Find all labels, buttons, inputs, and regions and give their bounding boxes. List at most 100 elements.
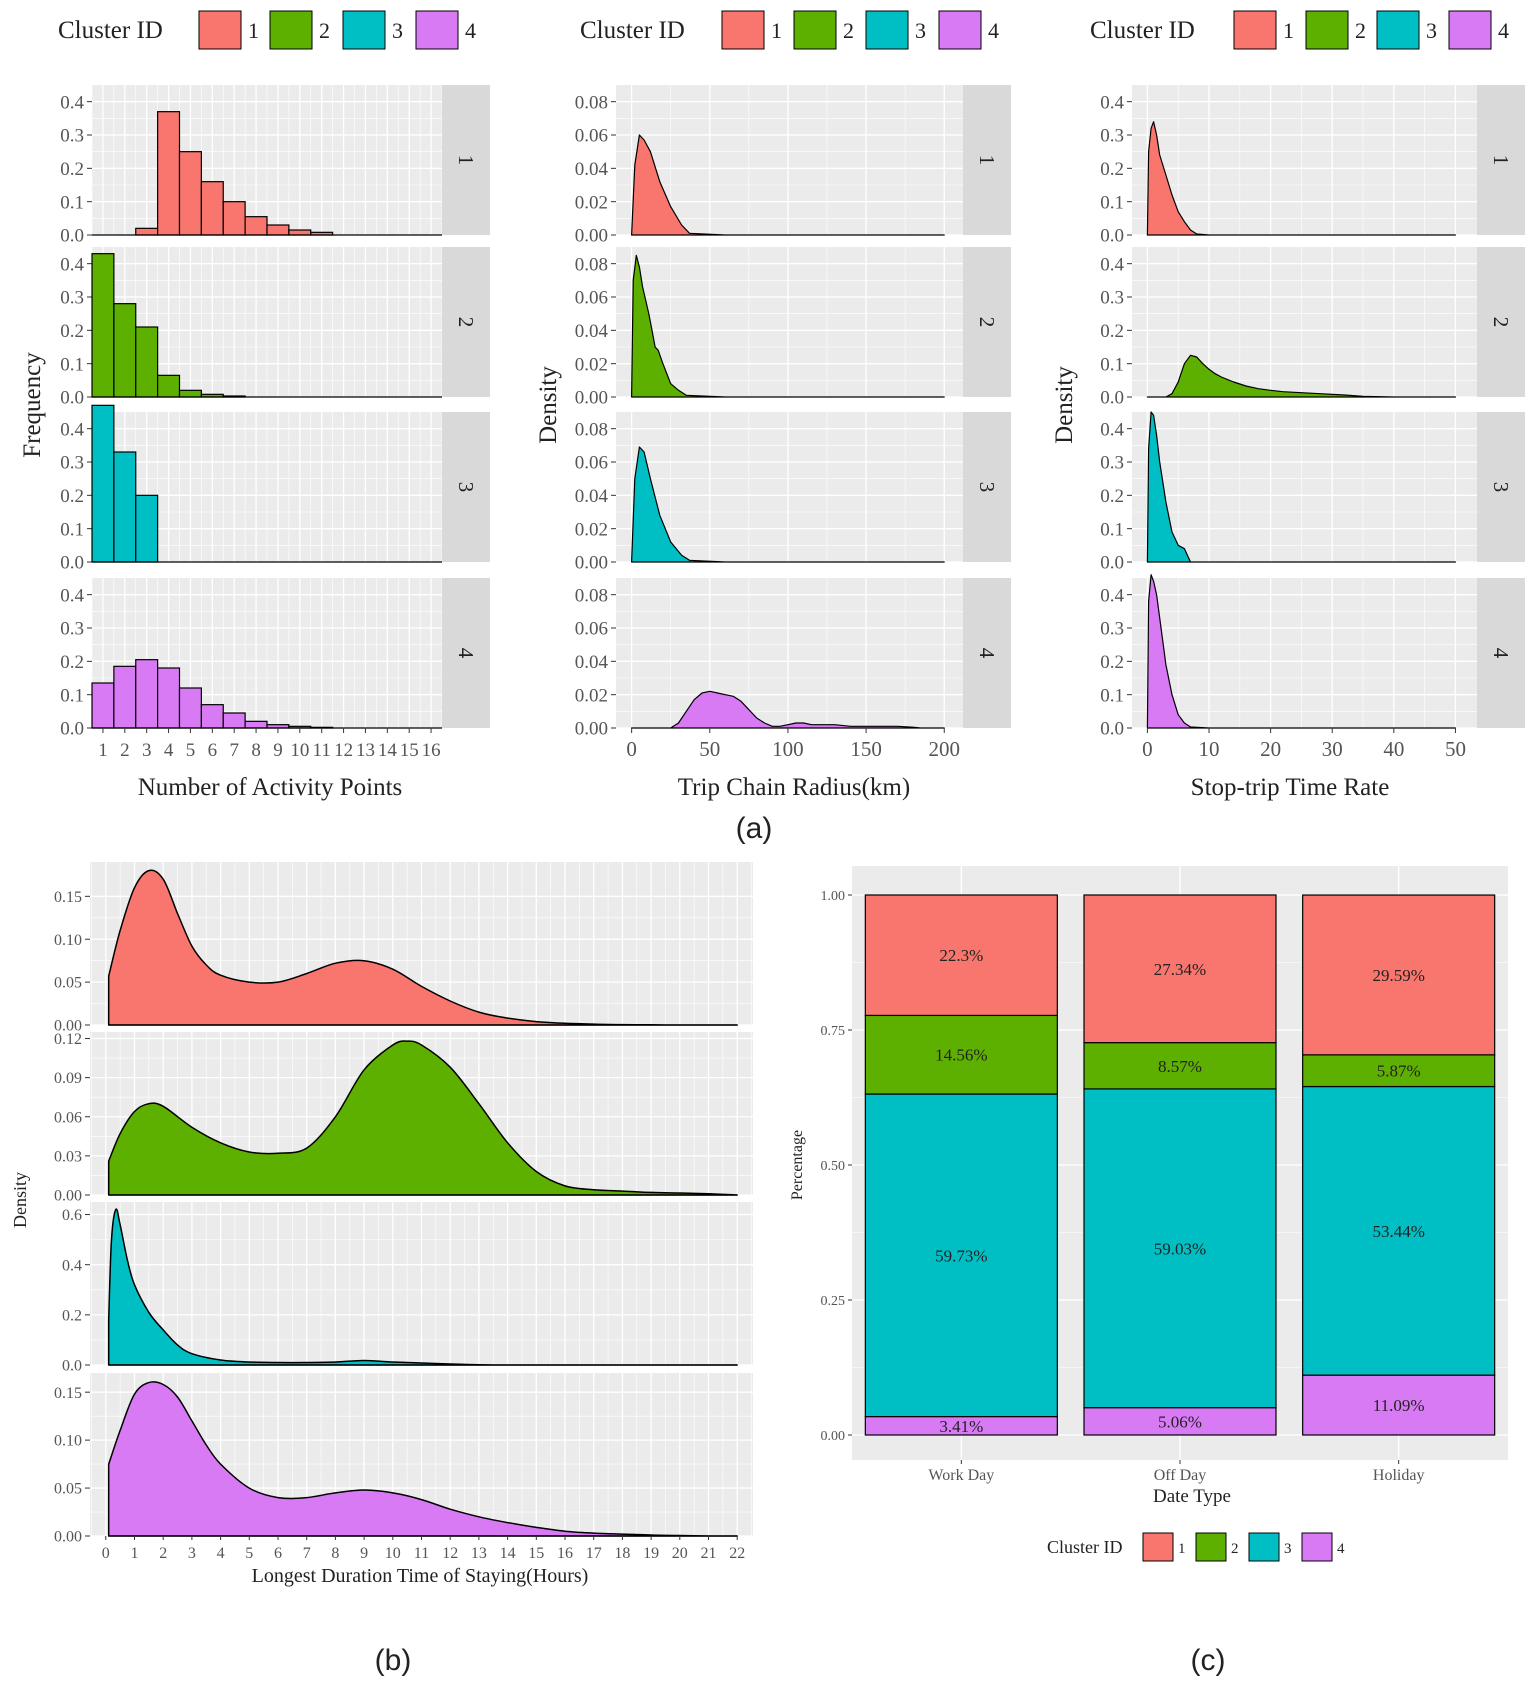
- a2-facet-3-ytick-label: 0.02: [575, 519, 608, 540]
- a1-facet-1-bar-10: [288, 229, 312, 236]
- c-ytick-label: 0.50: [821, 1159, 846, 1174]
- b-row-4-ytick-label: 0.00: [54, 1529, 82, 1546]
- c-data-label: 5.87%: [1377, 1062, 1421, 1081]
- a3-facet-1-strip: [1477, 85, 1525, 235]
- b-row-2-ytick-label: 0.09: [54, 1070, 82, 1087]
- legend-c: Cluster ID 1 2 3 4: [1047, 1532, 1345, 1562]
- a3-facet-4-ytick-label: 0.3: [1100, 619, 1124, 640]
- b-xtick-label: 13: [471, 1545, 487, 1562]
- legend-a2-key-1: [721, 10, 765, 50]
- a1-facet-1-ytick-label: 0.2: [60, 159, 84, 180]
- legend-a3-key-4: [1448, 10, 1492, 50]
- a1-facet-1-ytick-label: 0.4: [60, 92, 84, 113]
- b-xtick-label: 18: [614, 1545, 630, 1562]
- a2-facet-2-ytick-label: 0.00: [575, 388, 608, 409]
- a1-facet-3-strip-label: 3: [454, 482, 478, 493]
- a1-facet-3-bar-2: [113, 451, 137, 563]
- a2-facet-4-ytick-label: 0.08: [575, 585, 608, 606]
- a3-facet-4-ytick-label: 0.4: [1100, 585, 1124, 606]
- legend-c-key-2: [1195, 1532, 1227, 1562]
- b-xtick-label: 2: [159, 1545, 167, 1562]
- a1-facet-1-ytick-label: 0.0: [60, 226, 84, 247]
- a2-facet-1-ytick-label: 0.00: [575, 226, 608, 247]
- a1-facet-4-ytick-label: 0.3: [60, 619, 84, 640]
- c-ytick-label: 0.25: [821, 1294, 846, 1309]
- a3-xtick-label: 50: [1445, 737, 1466, 761]
- legend-a3-label-1: 1: [1283, 18, 1294, 43]
- a1-facet-4-bar-5: [178, 687, 202, 729]
- c-bar-3-cluster-3: [1302, 1085, 1496, 1376]
- a1-facet-4-bar-8: [244, 720, 268, 729]
- a1-facet-4-bar-1: [91, 682, 115, 729]
- a1-xtick-label: 15: [400, 740, 419, 761]
- a2-facet-4-area-4: [631, 690, 945, 729]
- a1-xtick-label: 14: [378, 740, 398, 761]
- a3-facet-1-bg: [1132, 85, 1477, 235]
- a2-facet-2-ytick-label: 0.02: [575, 354, 608, 375]
- a3-xtick-label: 20: [1260, 737, 1281, 761]
- b-row-2-area-2: [107, 1040, 738, 1196]
- legend-c-label-1: 1: [1178, 1541, 1186, 1557]
- a2-facet-3-ytick-label: 0.06: [575, 453, 608, 474]
- b-row-2-ytick-label: 0.00: [54, 1188, 82, 1205]
- c-data-label: 29.59%: [1372, 966, 1424, 985]
- a2-xtick-label: 50: [699, 737, 720, 761]
- a1-y-title: Frequency: [19, 352, 46, 458]
- a1-facet-1-bar-9: [266, 224, 290, 236]
- c-data-label: 53.44%: [1372, 1222, 1424, 1241]
- legend-a3-label-2: 2: [1355, 18, 1366, 43]
- b-x-title: Longest Duration Time of Staying(Hours): [252, 1565, 589, 1587]
- a3-y-title: Density: [1051, 366, 1078, 444]
- a2-facet-4-strip-label: 4: [975, 648, 999, 659]
- b-xtick-label: 21: [701, 1545, 717, 1562]
- legend-a3-title: Cluster ID: [1090, 17, 1195, 44]
- c-data-label: 59.03%: [1154, 1239, 1206, 1258]
- legend-a2-title: Cluster ID: [580, 17, 685, 44]
- a3-facet-3-strip-label: 3: [1489, 482, 1513, 493]
- a1-xtick-label: 9: [273, 740, 283, 761]
- b-xtick-label: 11: [414, 1545, 429, 1562]
- a2-facet-2-bg: [616, 247, 963, 397]
- a1-xtick-label: 10: [290, 740, 309, 761]
- legend-a3-key-3: [1376, 10, 1420, 50]
- b-xtick-label: 16: [557, 1545, 573, 1562]
- a1-facet-4-strip: [442, 578, 490, 728]
- b-row-2-ytick-label: 0.12: [54, 1031, 82, 1048]
- a1-facet-3-ytick-label: 0.4: [60, 419, 84, 440]
- a1-xtick-label: 11: [313, 740, 331, 761]
- a3-facet-2-ytick-label: 0.0: [1100, 388, 1124, 409]
- a3-facet-1-ytick-label: 0.3: [1100, 126, 1124, 147]
- b-row-1-ytick-label: 0.10: [54, 932, 82, 949]
- a3-facet-4-ytick-label: 0.1: [1100, 685, 1124, 706]
- legend-a2-label-1: 1: [771, 18, 782, 43]
- legend-a2-label-3: 3: [915, 18, 926, 43]
- legend-a1-label-4: 4: [465, 18, 476, 43]
- a2-facet-4-bg: [616, 578, 963, 728]
- a2-facet-4-ytick-label: 0.00: [575, 719, 608, 740]
- a3-facet-3-bg: [1132, 412, 1477, 562]
- a2-facet-4-ytick-label: 0.04: [575, 652, 609, 673]
- legend-a1-key-4: [415, 10, 459, 50]
- a1-facet-4-ytick-label: 0.2: [60, 652, 84, 673]
- a1-xtick-label: 4: [164, 740, 174, 761]
- a1-facet-2-bar-1: [91, 253, 115, 398]
- c-xtick-label: Off Day: [1154, 1467, 1207, 1484]
- b-row-3-ytick-label: 0.4: [62, 1257, 82, 1274]
- b-xtick-label: 22: [729, 1545, 745, 1562]
- a2-facet-3-ytick-label: 0.00: [575, 553, 608, 574]
- a3-facet-3-ytick-label: 0.1: [1100, 519, 1124, 540]
- a2-facet-3-strip-label: 3: [975, 482, 999, 493]
- b-xtick-label: 0: [102, 1545, 110, 1562]
- a2-facet-1-ytick-label: 0.08: [575, 92, 608, 113]
- c-bar-1-cluster-2: [864, 1014, 1058, 1095]
- a1-facet-2-bar-5: [178, 389, 202, 398]
- a1-facet-3-strip: [442, 412, 490, 562]
- legend-c-label-3: 3: [1284, 1541, 1292, 1557]
- legend-c-label-2: 2: [1231, 1541, 1239, 1557]
- a1-facet-3-bar-1: [91, 404, 115, 563]
- a3-facet-1-ytick-label: 0.4: [1100, 92, 1124, 113]
- a3-facet-2-area-2: [1146, 354, 1456, 398]
- a3-xtick-label: 10: [1199, 737, 1220, 761]
- b-xtick-label: 8: [331, 1545, 339, 1562]
- a3-facet-1-area-1: [1146, 121, 1456, 236]
